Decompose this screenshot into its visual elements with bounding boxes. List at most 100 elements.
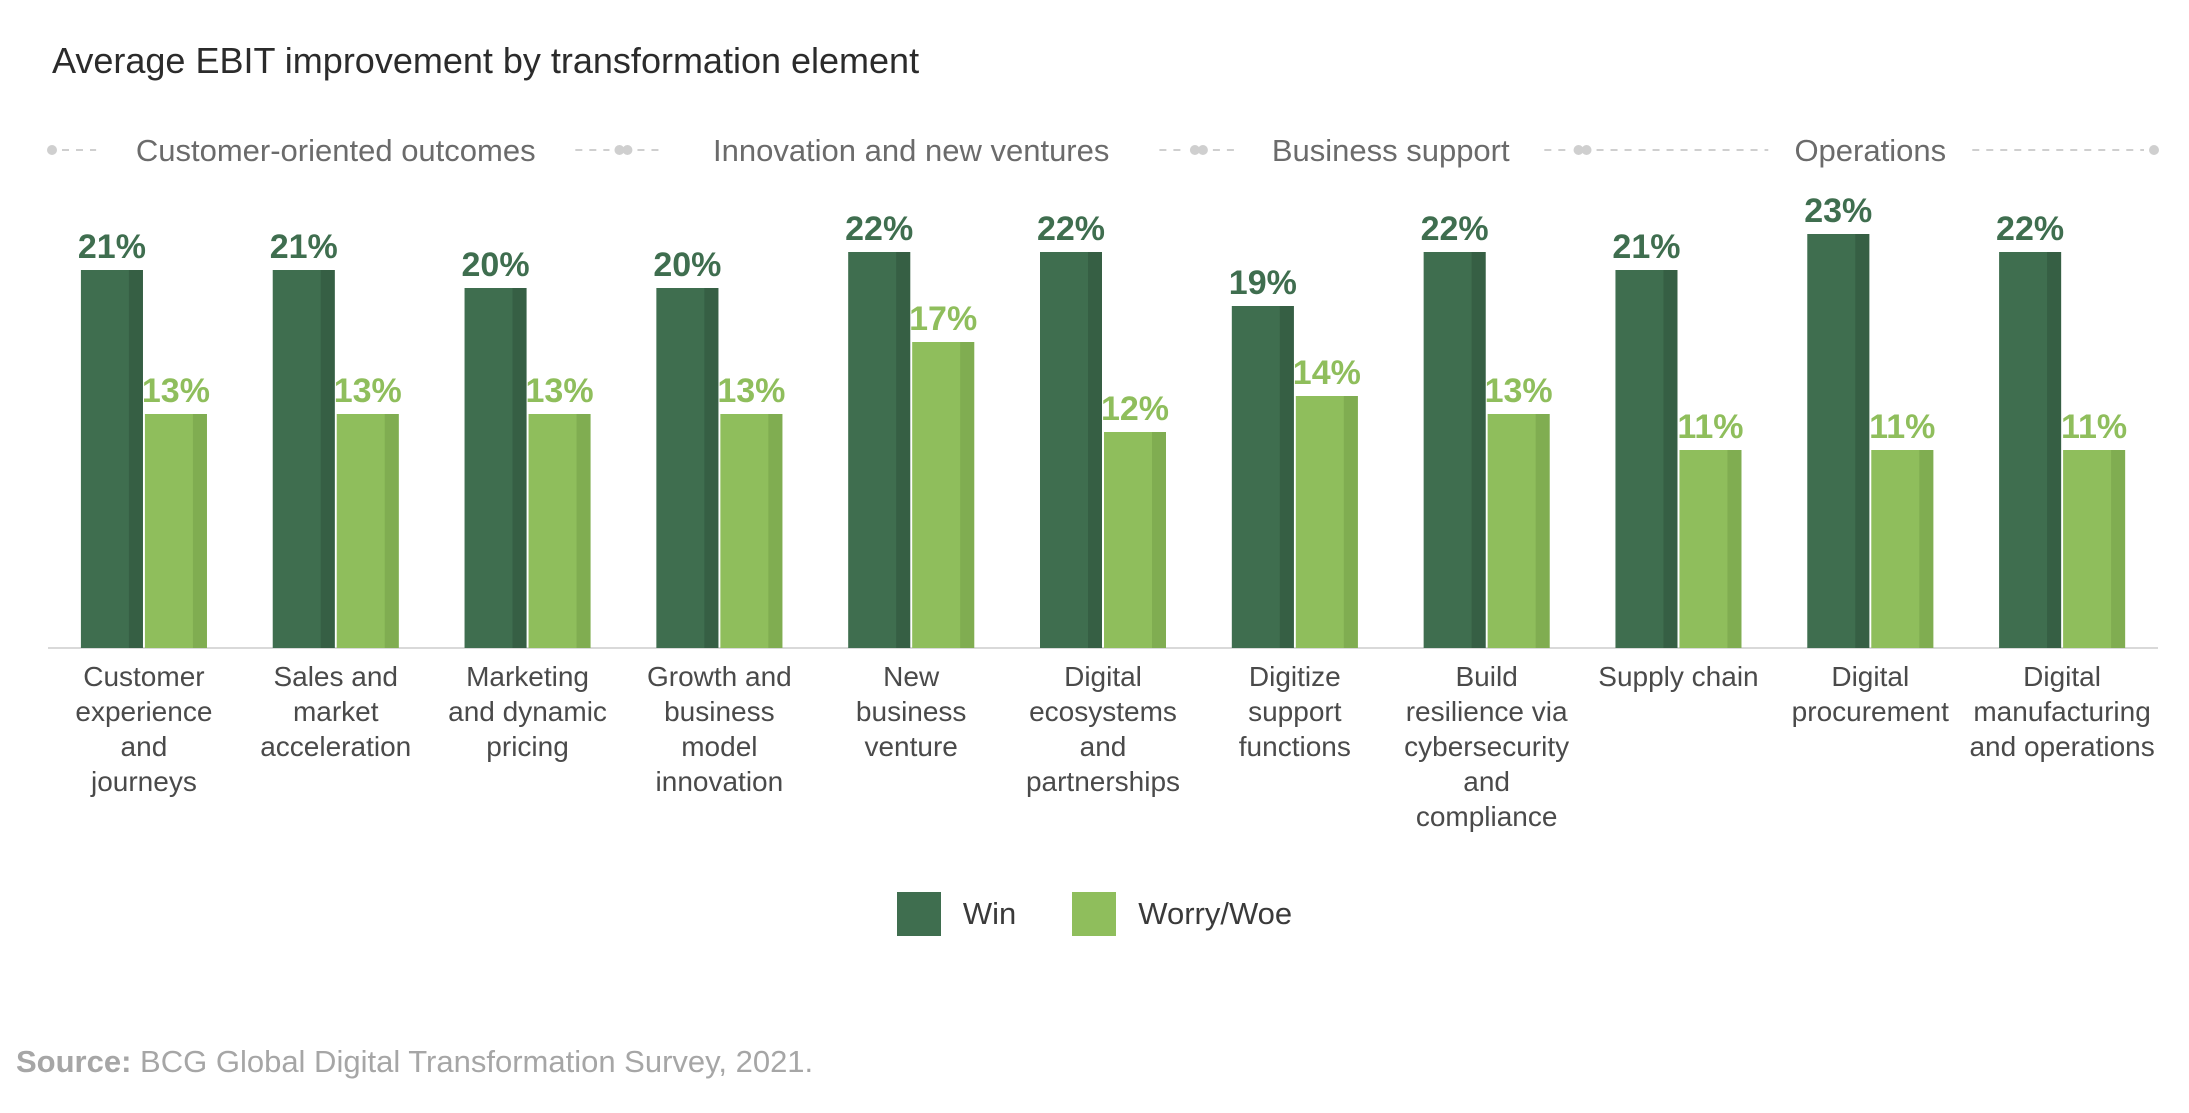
- bar-worry-shade: [2111, 450, 2126, 648]
- category-label-line: Growth and: [647, 661, 792, 692]
- bar-worry-shade: [1919, 450, 1934, 648]
- category-label-line: innovation: [656, 766, 784, 797]
- category-label-line: Digital: [2023, 661, 2101, 692]
- group-label: Customer-oriented outcomes: [136, 133, 536, 168]
- data-label-win: 23%: [1804, 192, 1872, 230]
- category-label: Marketing and dynamic pricing: [448, 661, 607, 762]
- source-text: BCG Global Digital Transformation Survey…: [140, 1044, 814, 1079]
- legend: Win Worry/Woe: [0, 892, 2189, 936]
- bar-win-shade: [128, 270, 143, 648]
- category-label-line: market: [293, 696, 379, 727]
- source-label: Source:: [16, 1044, 132, 1079]
- category-label-line: resilience via: [1406, 696, 1568, 727]
- bar-worry-shade: [768, 414, 783, 648]
- bar-win-shade: [1855, 234, 1870, 648]
- category-label: Growth and business model innovation: [647, 661, 792, 797]
- bar-worry-shade: [192, 414, 207, 648]
- category-label: Sales and market acceleration: [260, 661, 411, 762]
- data-label-win: 21%: [270, 228, 338, 266]
- category-label: Digital ecosystems and partnerships: [1026, 661, 1180, 797]
- data-label-worry: 14%: [1293, 354, 1361, 392]
- group-dot: [47, 145, 57, 155]
- category-label-line: partnerships: [1026, 766, 1180, 797]
- data-label-worry: 17%: [909, 300, 977, 338]
- data-label-worry: 11%: [1677, 408, 1743, 446]
- category-label-line: model: [681, 731, 757, 762]
- bar-win-shade: [1088, 252, 1102, 648]
- chart-title: Average EBIT improvement by transformati…: [52, 40, 920, 81]
- data-label-worry: 13%: [526, 372, 594, 410]
- category-label-line: New: [883, 661, 940, 692]
- data-label-win: 22%: [1996, 210, 2064, 248]
- category-label-line: journeys: [90, 766, 197, 797]
- data-label-worry: 12%: [1101, 390, 1169, 428]
- group-dot: [2149, 145, 2159, 155]
- data-label-worry: 11%: [1869, 408, 1935, 446]
- category-label-line: cybersecurity: [1404, 731, 1569, 762]
- group-label: Business support: [1272, 133, 1510, 168]
- category-label-line: and: [1080, 731, 1127, 762]
- category-label-line: Build: [1456, 661, 1518, 692]
- category-label-line: Supply chain: [1598, 661, 1758, 692]
- bar-chart: Customer-oriented outcomes Innovation and…: [47, 133, 2159, 832]
- category-label: Supply chain: [1598, 661, 1758, 692]
- group-dot: [614, 145, 625, 155]
- group-dot: [1189, 145, 1200, 155]
- category-label-line: Sales and: [273, 661, 398, 692]
- legend-item-win: Win: [896, 892, 1017, 936]
- category-label-line: business: [664, 696, 775, 727]
- category-label-line: experience: [75, 696, 212, 727]
- data-label-win: 22%: [845, 210, 913, 248]
- category-label-line: support: [1248, 696, 1342, 727]
- data-label-worry: 13%: [717, 372, 785, 410]
- category-label: Build resilience via cybersecurity and compl…: [1404, 661, 1569, 832]
- category-label: New business venture: [856, 661, 967, 762]
- data-label-win: 21%: [78, 228, 146, 266]
- category-label-line: Digital: [1064, 661, 1142, 692]
- group-dot: [1581, 145, 1592, 155]
- data-label-win: 20%: [653, 246, 721, 284]
- group-label: Innovation and new ventures: [713, 133, 1109, 168]
- legend-label-win: Win: [962, 896, 1017, 931]
- category-label: Digital procurement: [1792, 661, 1949, 727]
- data-label-win: 22%: [1421, 210, 1489, 248]
- bar-worry-shade: [384, 414, 399, 648]
- legend-swatch-worry: [1072, 892, 1117, 936]
- group-dot: [1197, 145, 1208, 155]
- data-label-win: 19%: [1229, 264, 1297, 302]
- bar-worry-shade: [960, 342, 975, 648]
- bar-win-shade: [1471, 252, 1486, 648]
- category-label-line: venture: [864, 731, 957, 762]
- category-label-line: compliance: [1416, 801, 1558, 832]
- category-label-line: Customer: [83, 661, 204, 692]
- category-label-line: Marketing: [466, 661, 589, 692]
- data-label-win: 20%: [462, 246, 530, 284]
- category-label-line: procurement: [1792, 696, 1949, 727]
- bar-worry-shade: [1152, 432, 1166, 648]
- category-label-line: and operations: [1969, 731, 2154, 762]
- bar-win-shade: [896, 252, 911, 648]
- category-label: Digital manufacturing and operations: [1969, 661, 2154, 762]
- category-label-line: business: [856, 696, 967, 727]
- bar-worry-shade: [1535, 414, 1550, 648]
- data-label-worry: 13%: [142, 372, 210, 410]
- category-label-line: ecosystems: [1029, 696, 1177, 727]
- category-label-line: Digitize: [1249, 661, 1341, 692]
- data-label-worry: 13%: [1485, 372, 1553, 410]
- legend-item-worry: Worry/Woe: [1072, 892, 1292, 936]
- category-label-line: Digital: [1831, 661, 1909, 692]
- data-label-worry: 13%: [334, 372, 402, 410]
- legend-label-worry: Worry/Woe: [1138, 896, 1293, 931]
- category-label-line: manufacturing: [1973, 696, 2150, 727]
- category-label-line: functions: [1239, 731, 1351, 762]
- bar-worry-shade: [1727, 450, 1742, 648]
- group-dot: [1573, 145, 1584, 155]
- bar-win-shade: [2047, 252, 2062, 648]
- category-label: Digitize support functions: [1239, 661, 1351, 762]
- category-label-line: and dynamic: [448, 696, 607, 727]
- data-label-win: 21%: [1612, 228, 1680, 266]
- bar-win-shade: [512, 288, 527, 648]
- category-label-line: acceleration: [260, 731, 411, 762]
- data-label-worry: 11%: [2061, 408, 2127, 446]
- group-label: Operations: [1794, 133, 1946, 168]
